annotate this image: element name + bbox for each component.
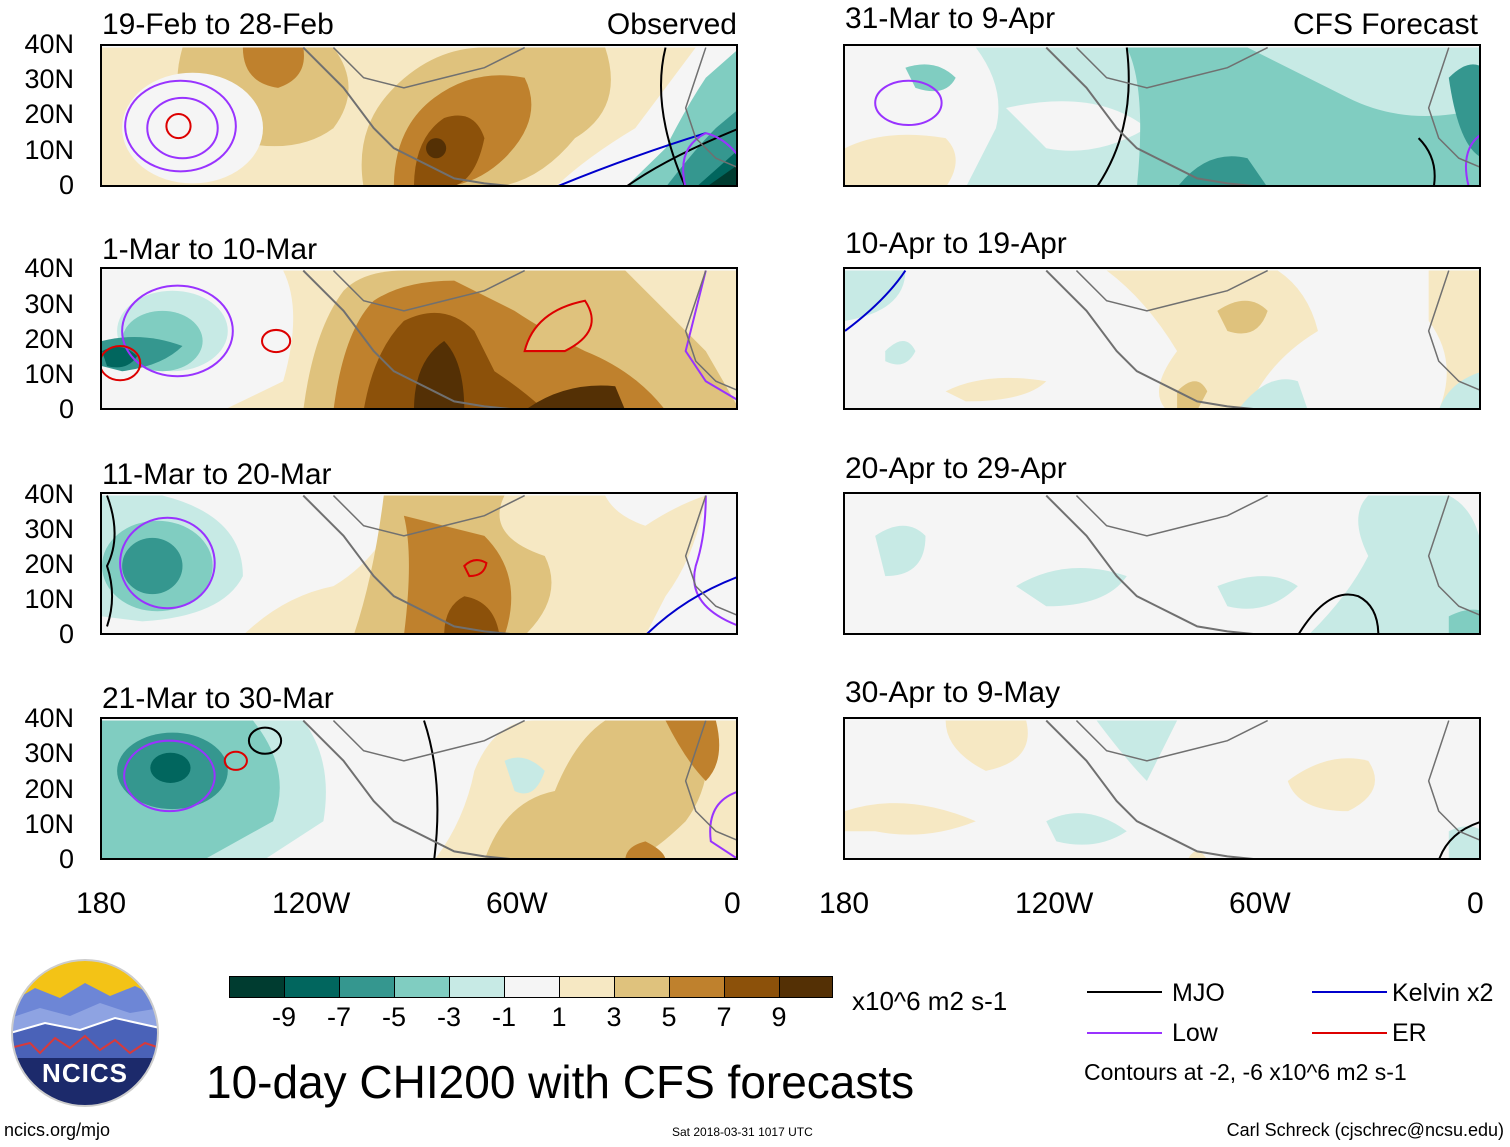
lat-label: 10N (24, 359, 74, 389)
lat-label: 10N (24, 135, 74, 165)
colorbar-tick: 1 (551, 1002, 567, 1032)
colorbar-tick: 7 (716, 1002, 732, 1032)
colorbar-swatch (449, 976, 505, 998)
lat-label: 40N (24, 253, 74, 283)
lat-label: 0 (58, 394, 74, 424)
colorbar-tick: -5 (381, 1002, 406, 1032)
anomaly-map (102, 269, 736, 408)
forecast-header: CFS Forecast (1292, 8, 1478, 41)
lon-label: 120W (272, 887, 351, 920)
map-panel-observed-2 (100, 267, 738, 410)
colorbar-swatch (614, 976, 670, 998)
lat-label: 0 (58, 619, 74, 649)
lat-label: 10N (24, 584, 74, 614)
panel-period-label: 30-Apr to 9-May (845, 676, 1061, 709)
lat-label: 30N (24, 514, 74, 544)
colorbar-swatch (339, 976, 395, 998)
legend-label: Kelvin x2 (1392, 979, 1494, 1007)
map-panel-observed-4 (100, 717, 738, 860)
colorbar-swatch (779, 976, 833, 998)
lat-label: 0 (58, 170, 74, 200)
legend-label: ER (1392, 1019, 1427, 1047)
colorbar-tick: -9 (271, 1002, 296, 1032)
panel-period-label: 21-Mar to 30-Mar (102, 682, 334, 715)
lon-label: 180 (76, 887, 127, 920)
lat-label: 0 (58, 844, 74, 874)
lat-label: 30N (24, 289, 74, 319)
map-panel-observed-3 (100, 492, 738, 635)
colorbar-tick: 3 (606, 1002, 622, 1032)
logo-graphic (11, 959, 159, 1107)
colorbar-unit: x10^6 m2 s-1 (852, 986, 1008, 1016)
colorbar-tick: 9 (771, 1002, 787, 1032)
colorbar-swatch (394, 976, 450, 998)
map-panel-observed-1 (100, 44, 738, 187)
panel-period-label: 20-Apr to 29-Apr (845, 452, 1067, 485)
contours-note: Contours at -2, -6 x10^6 m2 s-1 (1084, 1059, 1407, 1085)
lon-label: 0 (724, 887, 741, 920)
anomaly-map (845, 494, 1479, 633)
lat-label: 30N (24, 738, 74, 768)
lat-label: 30N (24, 64, 74, 94)
legend-line-low (1087, 1032, 1162, 1034)
footer-timestamp: Sat 2018-03-31 1017 UTC (672, 1125, 813, 1139)
footer-author: Carl Schreck (cjschrec@ncsu.edu) (1226, 1120, 1504, 1140)
colorbar-tick: -1 (491, 1002, 516, 1032)
logo-text: NCICS (42, 1058, 128, 1088)
legend-label: MJO (1172, 979, 1225, 1007)
lon-label: 0 (1467, 887, 1484, 920)
main-title: 10-day CHI200 with CFS forecasts (206, 1056, 915, 1108)
legend-line-kelvin (1312, 991, 1387, 993)
lat-label: 40N (24, 29, 74, 59)
colorbar-swatch (504, 976, 560, 998)
ncics-logo: NCICS (10, 958, 160, 1108)
anomaly-map (102, 46, 736, 185)
map-panel-forecast-4 (843, 717, 1481, 860)
panel-period-label: 19-Feb to 28-Feb (102, 8, 334, 41)
lon-label: 120W (1015, 887, 1094, 920)
colorbar-swatch (724, 976, 780, 998)
map-panel-forecast-2 (843, 267, 1481, 410)
anomaly-map (845, 269, 1479, 408)
panel-period-label: 31-Mar to 9-Apr (845, 2, 1056, 35)
lon-label: 60W (1229, 887, 1291, 920)
lat-label: 40N (24, 703, 74, 733)
colorbar-swatch (669, 976, 725, 998)
panel-period-label: 1-Mar to 10-Mar (102, 233, 318, 266)
colorbar-swatch (559, 976, 615, 998)
footer-site-link[interactable]: ncics.org/mjo (4, 1120, 111, 1140)
legend-label: Low (1172, 1019, 1218, 1047)
anomaly-map (102, 494, 736, 633)
lat-label: 20N (24, 774, 74, 804)
lat-label: 10N (24, 809, 74, 839)
panel-period-label: 11-Mar to 20-Mar (102, 458, 332, 491)
legend-line-mjo (1087, 991, 1162, 993)
map-panel-forecast-1 (843, 44, 1481, 187)
anomaly-map (102, 719, 736, 858)
colorbar-swatch (284, 976, 340, 998)
anomaly-map (845, 719, 1479, 858)
map-panel-forecast-3 (843, 492, 1481, 635)
colorbar-tick: -3 (436, 1002, 461, 1032)
legend-line-er (1312, 1032, 1387, 1034)
panel-period-label: 10-Apr to 19-Apr (845, 227, 1067, 260)
anomaly-map (845, 46, 1479, 185)
observed-header: Observed (606, 8, 737, 41)
lat-label: 40N (24, 479, 74, 509)
colorbar-tick: 5 (661, 1002, 677, 1032)
lat-label: 20N (24, 99, 74, 129)
lon-label: 180 (819, 887, 870, 920)
lat-label: 20N (24, 324, 74, 354)
lon-label: 60W (486, 887, 548, 920)
colorbar-tick: -7 (326, 1002, 351, 1032)
lat-label: 20N (24, 549, 74, 579)
colorbar-swatch (229, 976, 285, 998)
